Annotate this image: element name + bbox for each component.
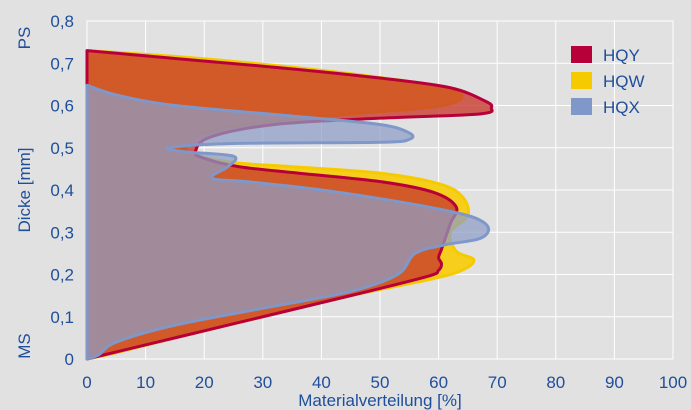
y-tick-label: 0,5 — [50, 139, 74, 158]
legend-label-hqw: HQW — [603, 72, 645, 91]
legend-label-hqx: HQX — [603, 98, 640, 117]
y-tick-label: 0,7 — [50, 54, 74, 73]
y-tick-label: 0,2 — [50, 266, 74, 285]
y-label-top-ps: PS — [15, 27, 34, 50]
x-tick-label: 10 — [136, 373, 155, 392]
legend-swatch-hqy — [571, 46, 592, 63]
y-tick-label: 0,1 — [50, 308, 74, 327]
x-tick-label: 30 — [253, 373, 272, 392]
x-axis-title: Materialverteilung [%] — [298, 391, 461, 410]
y-axis-title: Dicke [mm] — [15, 148, 34, 233]
y-tick-label: 0,3 — [50, 223, 74, 242]
y-tick-labels: 0 0,1 0,2 0,3 0,4 0,5 0,6 0,7 0,8 — [50, 12, 74, 369]
x-tick-label: 20 — [195, 373, 214, 392]
area-series — [85, 49, 494, 361]
y-tick-label: 0 — [65, 350, 74, 369]
x-tick-label: 90 — [605, 373, 624, 392]
legend: HQY HQW HQX — [571, 46, 645, 117]
y-tick-label: 0,4 — [50, 181, 74, 200]
legend-swatch-hqw — [571, 72, 592, 89]
x-tick-labels: 0 10 20 30 40 50 60 70 80 90 100 — [82, 373, 687, 392]
x-tick-label: 40 — [312, 373, 331, 392]
series-area-hqx — [85, 83, 491, 361]
x-tick-label: 0 — [82, 373, 91, 392]
x-tick-label: 60 — [429, 373, 448, 392]
x-tick-label: 70 — [488, 373, 507, 392]
y-tick-label: 0,6 — [50, 97, 74, 116]
legend-label-hqy: HQY — [603, 46, 640, 65]
x-tick-label: 100 — [659, 373, 687, 392]
x-tick-label: 80 — [546, 373, 565, 392]
x-tick-label: 50 — [371, 373, 390, 392]
legend-swatch-hqx — [571, 98, 592, 115]
y-tick-label: 0,8 — [50, 12, 74, 31]
y-label-bottom-ms: MS — [15, 333, 34, 359]
